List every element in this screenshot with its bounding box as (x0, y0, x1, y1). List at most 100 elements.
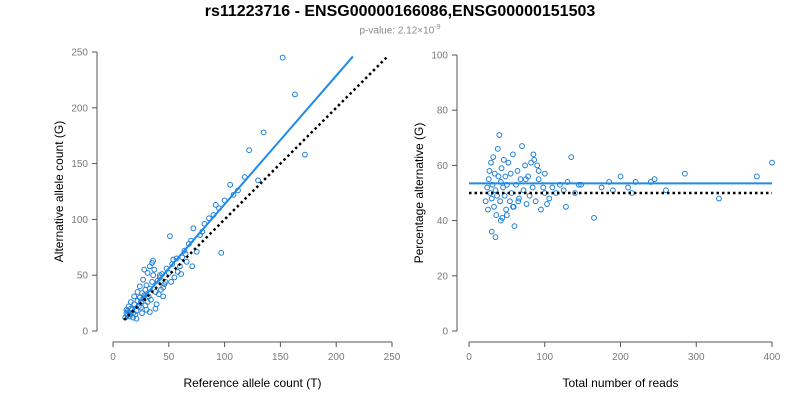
data-point (503, 181, 510, 188)
data-point (606, 179, 613, 185)
data-point (160, 293, 167, 300)
data-point (598, 184, 605, 191)
data-point (151, 266, 158, 273)
data-point (510, 151, 516, 158)
data-point (218, 249, 225, 256)
data-point (178, 271, 184, 277)
y-tick-label: 150 (71, 159, 88, 170)
expected-reference-line (123, 56, 388, 321)
data-point (190, 225, 197, 232)
data-point (183, 258, 190, 265)
data-point (130, 314, 136, 321)
x-tick-label: 200 (612, 352, 629, 363)
data-point (510, 203, 516, 210)
x-axis-title: Total number of reads (562, 376, 678, 390)
data-point (617, 173, 624, 180)
data-point (482, 198, 489, 205)
data-point (140, 295, 147, 302)
data-point (578, 181, 585, 188)
data-point (302, 151, 308, 158)
data-point (769, 159, 775, 166)
data-point (522, 162, 528, 169)
data-point (531, 156, 538, 163)
data-point (535, 168, 542, 174)
data-point (131, 293, 138, 300)
data-point (534, 162, 541, 169)
data-point (514, 168, 521, 174)
x-tick-label: 250 (384, 352, 401, 363)
data-point (663, 187, 669, 194)
data-point (519, 143, 525, 149)
y-tick-label: 0 (442, 327, 448, 338)
data-point (179, 254, 186, 261)
data-point (497, 198, 503, 205)
data-point (632, 179, 639, 185)
data-point (681, 170, 688, 177)
data-point (260, 129, 267, 136)
x-axis-title: Reference allele count (T) (183, 376, 321, 390)
data-point (488, 195, 495, 202)
data-point (495, 173, 502, 180)
data-point (503, 212, 510, 218)
data-point (511, 223, 518, 230)
data-point (144, 270, 151, 276)
data-point (513, 181, 519, 188)
data-point (494, 145, 501, 152)
data-point (529, 184, 536, 191)
data-point (497, 179, 504, 185)
data-point (149, 260, 155, 266)
data-point (557, 181, 563, 188)
x-tick-label: 200 (328, 352, 345, 363)
p-value-text: p-value: 2.12×10 (359, 25, 435, 37)
data-point (546, 195, 553, 202)
data-point (503, 206, 510, 213)
data-point (182, 251, 189, 257)
data-point (538, 206, 544, 213)
y-tick-label: 60 (437, 161, 449, 172)
data-point (530, 151, 537, 158)
data-point (492, 187, 499, 194)
data-point (491, 203, 497, 210)
data-point (212, 201, 219, 208)
data-point (716, 195, 722, 202)
data-point (647, 179, 654, 185)
data-point (141, 266, 148, 273)
data-point (485, 206, 491, 213)
data-point (517, 176, 524, 183)
data-point (490, 154, 497, 161)
data-point (138, 304, 144, 311)
data-point (488, 228, 495, 235)
data-point (193, 248, 200, 255)
y-tick-label: 250 (71, 48, 88, 59)
data-point (227, 181, 234, 188)
data-point (651, 176, 658, 183)
data-point (167, 233, 173, 240)
figure-subtitle: p-value: 2.12×10-9 (0, 24, 800, 36)
data-point (492, 234, 499, 241)
data-point (189, 263, 196, 270)
data-point (162, 278, 169, 285)
data-point (143, 282, 150, 289)
data-point (572, 190, 578, 196)
data-point (146, 309, 153, 315)
data-point (625, 184, 631, 191)
y-tick-label: 0 (82, 327, 88, 338)
x-tick-label: 150 (272, 352, 289, 363)
y-tick-label: 200 (71, 103, 88, 114)
x-tick-label: 0 (466, 352, 472, 363)
data-point (575, 181, 582, 188)
data-point (507, 170, 514, 177)
data-point (491, 170, 498, 177)
y-tick-label: 100 (71, 215, 88, 226)
data-point (505, 159, 512, 166)
data-point (501, 192, 508, 199)
regression-fit-line (123, 55, 354, 321)
data-point (522, 176, 529, 183)
y-tick-label: 20 (437, 271, 449, 282)
data-point (502, 173, 509, 180)
data-point (486, 168, 493, 174)
data-point (485, 176, 492, 183)
data-point (496, 132, 503, 138)
data-point (484, 184, 491, 191)
